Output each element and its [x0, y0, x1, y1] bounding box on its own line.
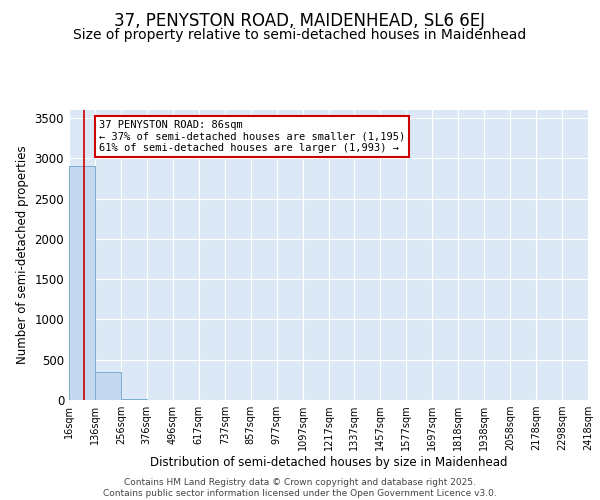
Bar [69, 166, 95, 400]
X-axis label: Distribution of semi-detached houses by size in Maidenhead: Distribution of semi-detached houses by … [150, 456, 507, 469]
Text: 37 PENYSTON ROAD: 86sqm
← 37% of semi-detached houses are smaller (1,195)
61% of: 37 PENYSTON ROAD: 86sqm ← 37% of semi-de… [99, 120, 405, 153]
Text: Size of property relative to semi-detached houses in Maidenhead: Size of property relative to semi-detach… [73, 28, 527, 42]
Y-axis label: Number of semi-detached properties: Number of semi-detached properties [16, 146, 29, 364]
Bar [95, 372, 121, 400]
Text: Contains HM Land Registry data © Crown copyright and database right 2025.
Contai: Contains HM Land Registry data © Crown c… [103, 478, 497, 498]
Bar [121, 399, 147, 400]
Text: 37, PENYSTON ROAD, MAIDENHEAD, SL6 6EJ: 37, PENYSTON ROAD, MAIDENHEAD, SL6 6EJ [115, 12, 485, 30]
